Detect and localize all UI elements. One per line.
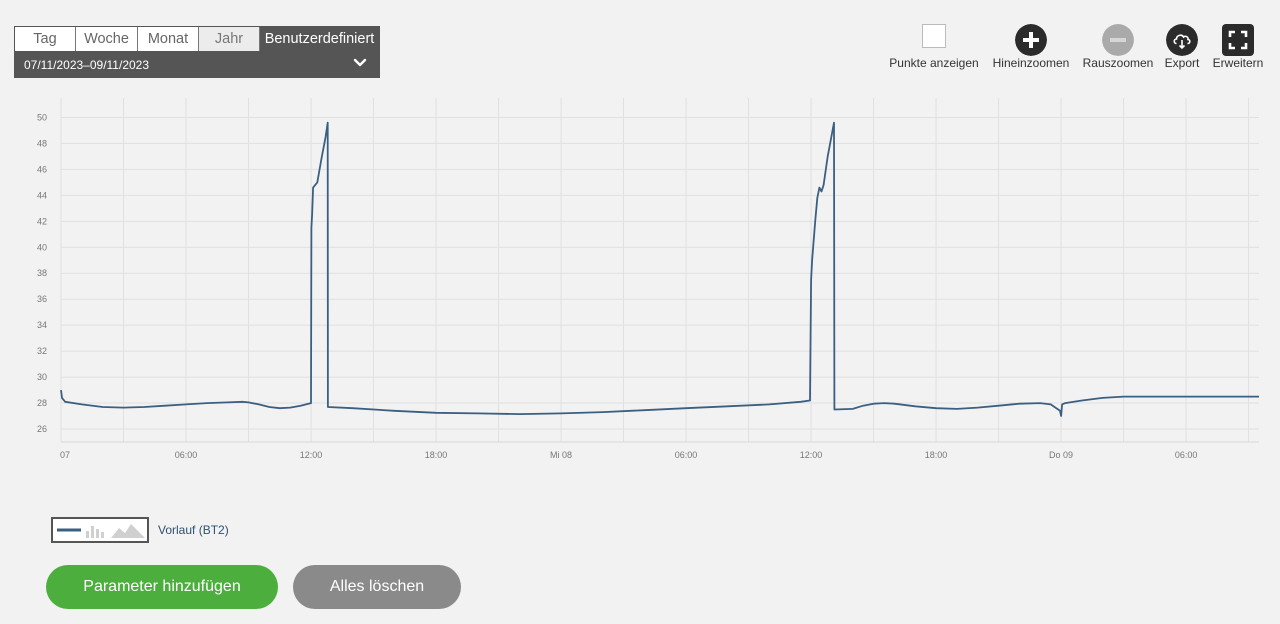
y-tick-label: 40 [37,242,47,252]
cloud-download-icon [1166,24,1198,56]
period-tabs: Tag Woche Monat Jahr Benutzerdefiniert [15,27,379,51]
period-selector: Tag Woche Monat Jahr Benutzerdefiniert 0… [14,26,380,78]
expand-icon [1222,24,1254,56]
tab-week[interactable]: Woche [76,27,138,51]
plot-area [61,98,1259,442]
y-tick-label: 34 [37,320,47,330]
zoom-out-label: Rauszoomen [1082,56,1154,70]
minus-icon [1102,24,1134,56]
x-tick-label: 06:00 [175,450,198,460]
y-tick-label: 32 [37,346,47,356]
x-tick-label: Mi 08 [550,450,572,460]
y-tick-label: 42 [37,216,47,226]
legend-label: Vorlauf (BT2) [158,523,229,537]
x-tick-label: 18:00 [925,450,948,460]
show-points-label: Punkte anzeigen [889,56,979,70]
y-tick-label: 38 [37,268,47,278]
tab-year[interactable]: Jahr [199,27,260,51]
plus-icon [1015,24,1047,56]
tab-month[interactable]: Monat [138,27,199,51]
tab-custom[interactable]: Benutzerdefiniert [260,27,379,51]
series-line [60,121,1259,417]
chevron-down-icon[interactable] [352,56,368,70]
x-tick-label: 18:00 [425,450,448,460]
y-tick-label: 30 [37,372,47,382]
zoom-in-label: Hineinzoomen [992,56,1070,70]
y-tick-label: 48 [37,138,47,148]
x-tick-label: 06:00 [675,450,698,460]
expand-label: Erweitern [1212,56,1264,70]
date-range-value[interactable]: 07/11/2023–09/11/2023 [24,58,150,72]
export-label: Export [1164,56,1200,70]
tab-day[interactable]: Tag [15,27,76,51]
y-tick-label: 26 [37,424,47,434]
x-tick-label: 12:00 [800,450,823,460]
y-tick-label: 50 [37,112,47,122]
x-tick-label: Do 09 [1049,450,1073,460]
x-tick-label: 12:00 [300,450,323,460]
y-tick-label: 46 [37,164,47,174]
show-points-checkbox[interactable] [922,24,946,48]
series-style-icon [57,524,145,538]
x-tick-label: 06:00 [1175,450,1198,460]
clear-all-button[interactable]: Alles löschen [293,565,461,609]
legend-series-toggle[interactable] [51,517,149,543]
y-tick-label: 44 [37,190,47,200]
line-chart[interactable]: 26 28 30 32 34 36 38 40 42 44 46 48 50 07 06:00 12:00 18… [14,88,1274,466]
y-tick-label: 36 [37,294,47,304]
chart-panel: 26 28 30 32 34 36 38 40 42 44 46 48 50 07 06:00 12:00 18… [14,88,1274,466]
y-tick-label: 28 [37,398,47,408]
add-parameter-button[interactable]: Parameter hinzufügen [46,565,278,609]
x-tick-label: 07 [60,450,70,460]
